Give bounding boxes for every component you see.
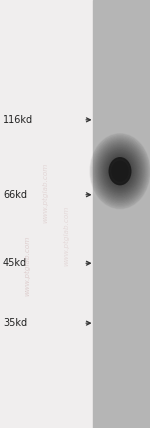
Ellipse shape bbox=[97, 143, 143, 200]
Ellipse shape bbox=[104, 152, 136, 191]
Ellipse shape bbox=[105, 153, 135, 190]
Ellipse shape bbox=[110, 159, 130, 183]
Ellipse shape bbox=[95, 140, 145, 202]
Ellipse shape bbox=[107, 155, 133, 187]
Ellipse shape bbox=[109, 158, 131, 185]
Text: 66kd: 66kd bbox=[3, 190, 27, 200]
Ellipse shape bbox=[96, 141, 144, 201]
Ellipse shape bbox=[91, 135, 149, 208]
Ellipse shape bbox=[94, 139, 146, 204]
Text: www.ptglab.com: www.ptglab.com bbox=[63, 205, 69, 266]
Ellipse shape bbox=[112, 162, 128, 181]
Ellipse shape bbox=[111, 160, 129, 182]
Ellipse shape bbox=[115, 165, 125, 177]
Ellipse shape bbox=[112, 161, 128, 181]
Ellipse shape bbox=[113, 163, 127, 179]
Ellipse shape bbox=[102, 149, 138, 193]
Ellipse shape bbox=[108, 157, 132, 186]
Text: www.ptglab.com: www.ptglab.com bbox=[42, 162, 48, 223]
Ellipse shape bbox=[93, 137, 147, 205]
Text: 45kd: 45kd bbox=[3, 258, 27, 268]
Ellipse shape bbox=[109, 158, 131, 184]
Ellipse shape bbox=[114, 164, 126, 178]
Ellipse shape bbox=[103, 150, 137, 192]
Text: 116kd: 116kd bbox=[3, 115, 33, 125]
Ellipse shape bbox=[119, 170, 121, 172]
Text: www.ptglab.com: www.ptglab.com bbox=[24, 235, 30, 296]
Ellipse shape bbox=[92, 136, 148, 206]
Ellipse shape bbox=[106, 154, 134, 188]
Ellipse shape bbox=[101, 148, 139, 195]
Ellipse shape bbox=[117, 168, 123, 175]
Ellipse shape bbox=[98, 144, 142, 199]
Ellipse shape bbox=[116, 166, 124, 176]
Text: 35kd: 35kd bbox=[3, 318, 27, 328]
Ellipse shape bbox=[99, 145, 141, 197]
Ellipse shape bbox=[115, 165, 125, 177]
Bar bbox=[93, 0, 150, 428]
Ellipse shape bbox=[90, 134, 150, 208]
Ellipse shape bbox=[100, 146, 140, 196]
Ellipse shape bbox=[118, 169, 122, 173]
